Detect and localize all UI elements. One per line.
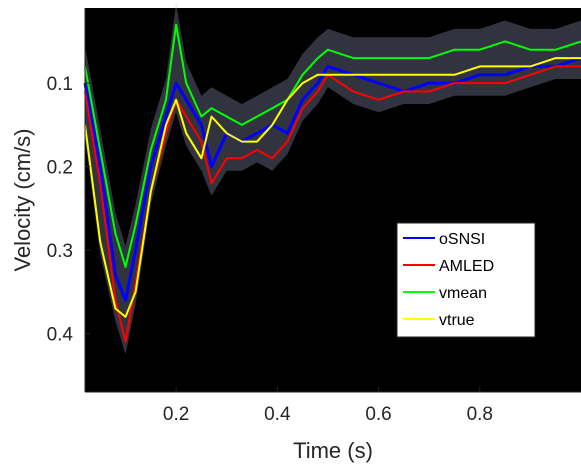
y-axis-title: Velocity (cm/s) [10, 128, 35, 271]
x-tick-label: 0.2 [163, 404, 189, 425]
y-tick-label: 0.2 [47, 158, 73, 179]
y-tick-label: 0.3 [47, 241, 73, 262]
x-tick-label: 0.8 [467, 404, 493, 425]
x-tick-label: 0.6 [365, 404, 391, 425]
legend: oSNSI AMLED vmean vtrue [396, 222, 536, 338]
intensity-haze [85, 3, 581, 355]
axes: 0.2 0.4 0.6 0.8 0.1 0.2 0.3 0.4 [47, 8, 581, 425]
y-tick-label: 0.4 [47, 325, 74, 346]
legend-label-osnsi: oSNSI [439, 231, 485, 248]
series-line-vtrue [84, 57, 581, 318]
y-tick-label: 0.1 [47, 74, 73, 95]
legend-label-vmean: vmean [439, 285, 487, 302]
haze-band [85, 3, 581, 355]
legend-label-amled: AMLED [439, 258, 494, 275]
x-axis-title: Time (s) [293, 438, 373, 463]
legend-label-vtrue: vtrue [439, 312, 475, 329]
series-line-vmean [84, 23, 581, 268]
series-layer [83, 23, 581, 343]
x-tick-label: 0.4 [264, 404, 291, 425]
